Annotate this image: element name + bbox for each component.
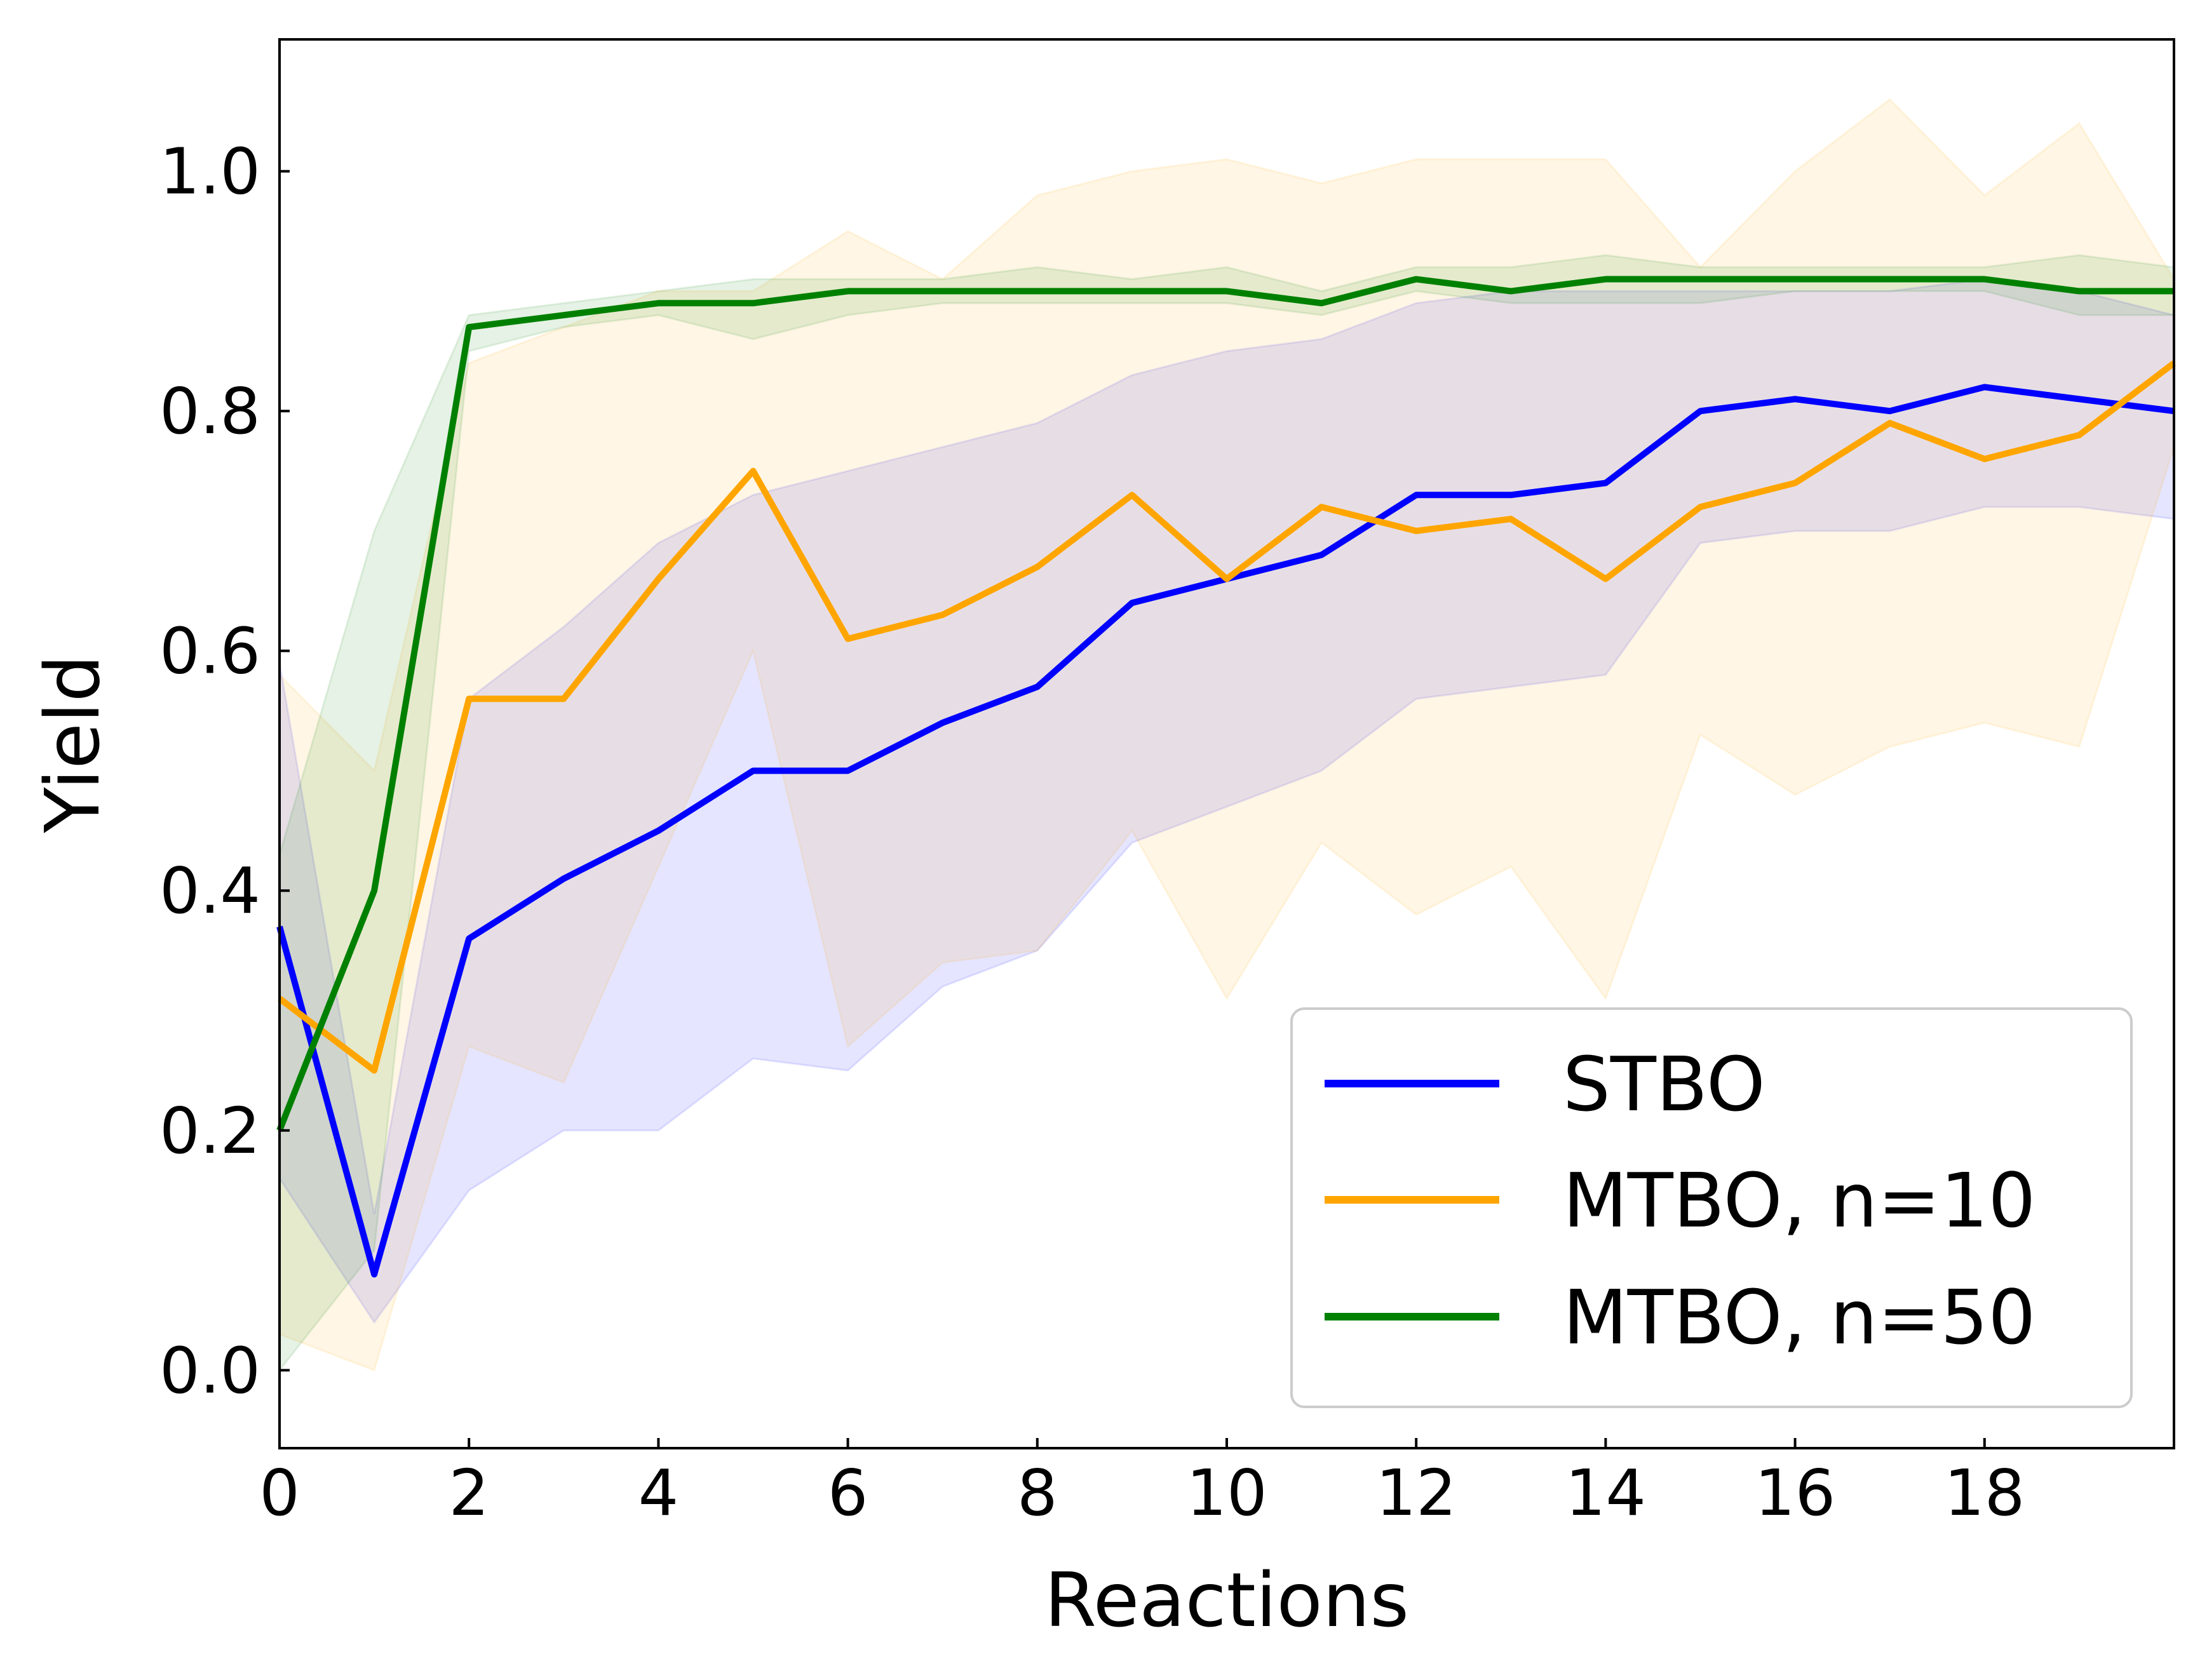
- y-axis-label: Yield: [29, 655, 116, 834]
- axis-ticks: 0 2 4 6 8 10 12 14 16 18 0.0 0.2 0.4 0.6 0.8 1.0: [159, 135, 2025, 1530]
- legend-box: [1290, 1007, 2133, 1408]
- y-tick-label: 0.4: [159, 854, 260, 928]
- y-tick-label: 0.0: [159, 1333, 260, 1408]
- x-tick-label: 2: [449, 1456, 489, 1530]
- legend: STBO MTBO, n=10 MTBO, n=50: [1290, 1007, 2133, 1408]
- y-tick-label: 0.2: [159, 1094, 260, 1168]
- x-tick-label: 12: [1376, 1456, 1457, 1530]
- legend-label-mtbo-n-10: MTBO, n=10: [1563, 1157, 2035, 1244]
- x-axis-label: Reactions: [1044, 1556, 1409, 1644]
- x-tick-label: 6: [828, 1456, 868, 1530]
- x-tick-label: 16: [1755, 1456, 1835, 1530]
- y-tick-label: 0.6: [159, 614, 260, 689]
- series-lines: [276, 276, 2177, 1278]
- legend-label-stbo: STBO: [1563, 1040, 1765, 1128]
- x-tick-label: 8: [1017, 1456, 1058, 1530]
- x-tick-label: 14: [1565, 1456, 1646, 1530]
- line-mtbo-n-10: [277, 360, 2177, 1074]
- y-tick-label: 1.0: [159, 135, 260, 209]
- y-tick-label: 0.8: [159, 374, 260, 448]
- line-mtbo-n-50: [276, 276, 2174, 1132]
- x-tick-label: 18: [1944, 1456, 2025, 1530]
- x-tick-label: 10: [1186, 1456, 1267, 1530]
- x-tick-label: 4: [638, 1456, 679, 1530]
- legend-label-mtbo-n-50: MTBO, n=50: [1563, 1273, 2035, 1361]
- x-tick-label: 0: [259, 1456, 300, 1530]
